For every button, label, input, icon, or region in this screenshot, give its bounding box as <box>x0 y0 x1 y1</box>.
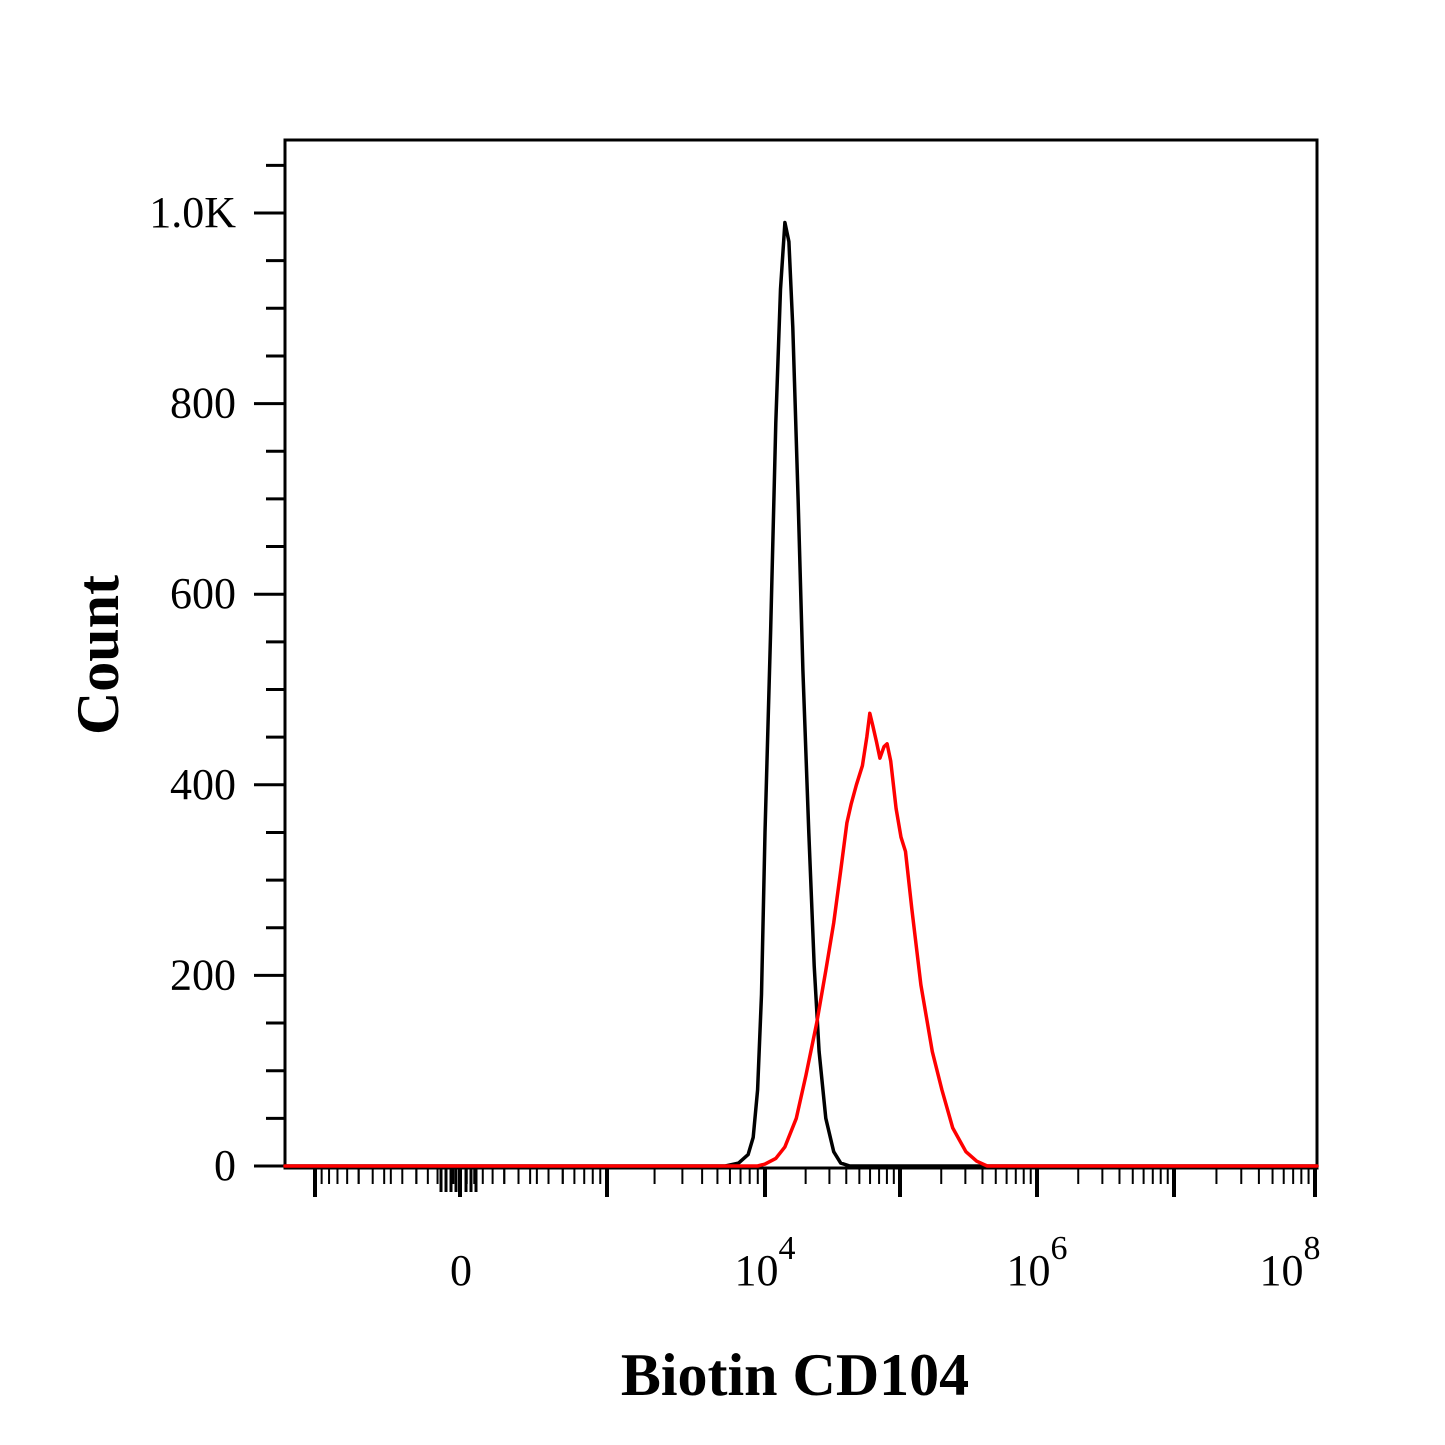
x-tick-base: 10 <box>1260 1246 1304 1295</box>
y-axis-title: Count <box>65 575 131 735</box>
x-tick-exponent: 4 <box>779 1230 796 1267</box>
x-tick-exponent: 6 <box>1051 1230 1068 1267</box>
x-tick-label: 104 <box>735 1230 796 1295</box>
series-layer <box>283 220 1319 1168</box>
y-tick-label: 1.0K <box>149 188 236 237</box>
x-axis: 0 104 106 108 <box>285 1166 1321 1295</box>
x-tick-base: 0 <box>450 1246 472 1295</box>
x-tick-base: 10 <box>1007 1246 1051 1295</box>
x-tick-label: 106 <box>1007 1230 1068 1295</box>
isotype-histogram-line <box>283 220 1319 1168</box>
y-tick-label: 400 <box>170 760 236 809</box>
cd104-histogram-line <box>283 711 1319 1168</box>
x-axis-title: Biotin CD104 <box>621 1342 969 1408</box>
y-tick-label: 0 <box>214 1141 236 1190</box>
y-tick-label: 800 <box>170 379 236 428</box>
y-tick-label: 600 <box>170 569 236 618</box>
x-tick-base: 10 <box>735 1246 779 1295</box>
x-tick-label: 108 <box>1260 1230 1321 1295</box>
y-axis: 0 200 400 600 800 1.0K <box>149 140 287 1190</box>
x-tick-label: 0 <box>450 1246 472 1295</box>
y-tick-label: 200 <box>170 950 236 999</box>
x-tick-exponent: 8 <box>1304 1230 1321 1267</box>
